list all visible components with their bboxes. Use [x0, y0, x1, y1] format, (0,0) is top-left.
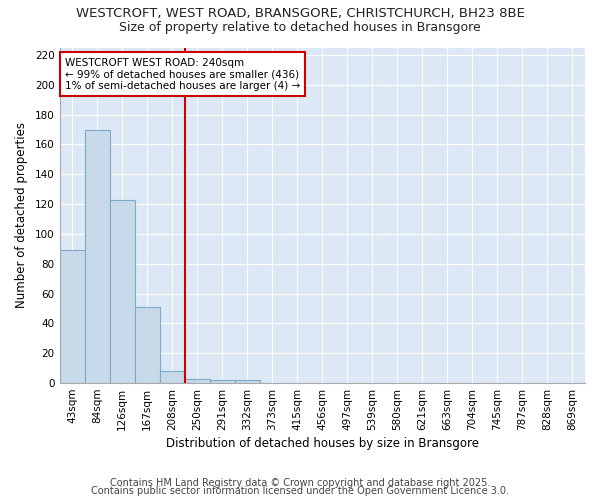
- Text: Contains public sector information licensed under the Open Government Licence 3.: Contains public sector information licen…: [91, 486, 509, 496]
- Bar: [134, 307, 160, 383]
- Text: WESTCROFT WEST ROAD: 240sqm
← 99% of detached houses are smaller (436)
1% of sem: WESTCROFT WEST ROAD: 240sqm ← 99% of det…: [65, 58, 300, 91]
- Text: WESTCROFT, WEST ROAD, BRANSGORE, CHRISTCHURCH, BH23 8BE: WESTCROFT, WEST ROAD, BRANSGORE, CHRISTC…: [76, 8, 524, 20]
- Bar: [160, 371, 185, 383]
- Bar: [235, 380, 260, 383]
- Bar: [209, 380, 235, 383]
- X-axis label: Distribution of detached houses by size in Bransgore: Distribution of detached houses by size …: [166, 437, 479, 450]
- Bar: [85, 130, 110, 383]
- Y-axis label: Number of detached properties: Number of detached properties: [15, 122, 28, 308]
- Text: Contains HM Land Registry data © Crown copyright and database right 2025.: Contains HM Land Registry data © Crown c…: [110, 478, 490, 488]
- Bar: [59, 250, 85, 383]
- Bar: [110, 200, 134, 383]
- Text: Size of property relative to detached houses in Bransgore: Size of property relative to detached ho…: [119, 21, 481, 34]
- Bar: [185, 378, 209, 383]
